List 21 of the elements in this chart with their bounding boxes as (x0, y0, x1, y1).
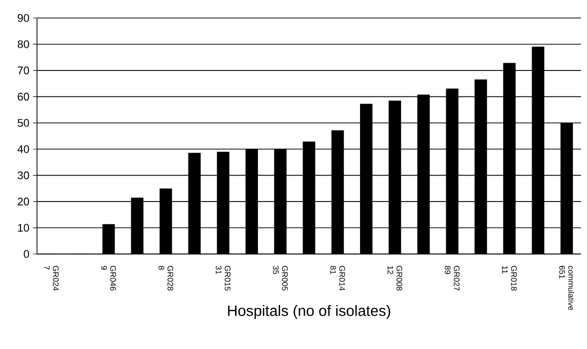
y-tick-label: 20 (18, 198, 30, 206)
x-tick-label: GR046 9 (101, 266, 116, 291)
x-tick-label: GR014 81 (330, 266, 345, 291)
y-tick-label: 90 (18, 14, 30, 22)
x-tick-label: GR008 12 (388, 266, 402, 291)
y-tick-label: 60 (18, 92, 30, 101)
x-tick-label: GR005 35 (273, 266, 288, 291)
y-tick-label: 40 (17, 145, 30, 154)
y-tick-label: 80 (18, 40, 30, 48)
x-axis-title: Hospitals (no of isolates) (228, 305, 390, 319)
x-tick-label: GR018 11 (502, 266, 517, 291)
x-tick-label: commulative 651 (559, 266, 574, 310)
x-tick-label: GR027 89 (444, 266, 460, 290)
x-tick-label: GR015 31 (216, 266, 230, 291)
y-tick-label: 30 (18, 171, 30, 180)
y-tick-label: 50 (18, 118, 30, 127)
y-tick-label: 70 (18, 66, 30, 74)
x-tick-label: GR028 8 (158, 266, 174, 291)
y-tick-label: 0 (24, 250, 30, 258)
y-tick-label: 10 (18, 224, 30, 232)
x-tick-label: GR024 7 (44, 266, 59, 291)
